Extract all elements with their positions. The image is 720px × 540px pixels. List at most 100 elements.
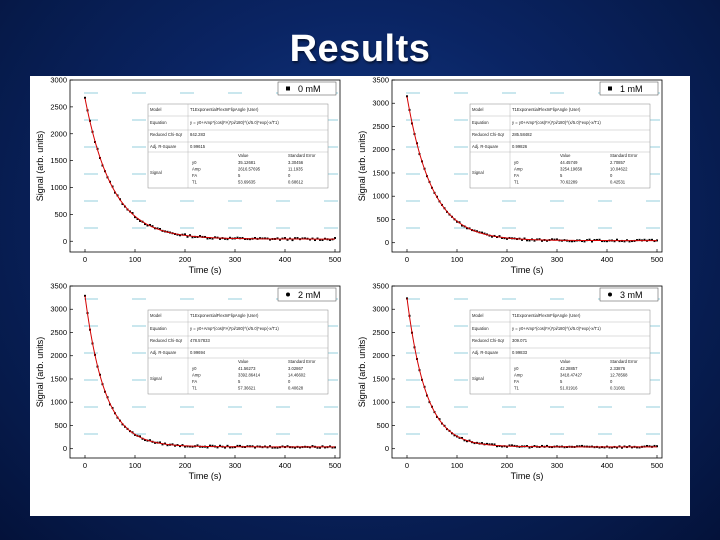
x-axis-label: Time (s)	[511, 265, 544, 275]
fit-param-name: Amp	[192, 373, 201, 378]
data-point	[461, 436, 463, 439]
fit-param-error: 0.42531	[610, 180, 626, 185]
data-point	[598, 446, 601, 449]
fit-param-value: 44.45749	[560, 160, 578, 165]
legend-box	[277, 287, 337, 302]
data-point	[481, 231, 483, 234]
watermark-mark	[84, 352, 98, 354]
x-tick-label: 100	[129, 255, 142, 264]
watermark-mark	[646, 325, 660, 327]
data-point	[226, 238, 229, 241]
y-tick-label: 1500	[372, 374, 389, 383]
data-point	[528, 446, 531, 449]
fit-chi-value: 309.071	[512, 338, 528, 343]
watermark-mark	[180, 406, 194, 408]
y-tick-label: 2000	[50, 351, 67, 360]
fit-param-name: T1	[192, 386, 198, 391]
watermark-mark	[180, 227, 194, 229]
chart-0: 0 100 200 300 400 500 0 500 1000 1500 2000 2500 3000…	[35, 76, 341, 275]
watermark-mark	[84, 298, 98, 300]
data-point	[214, 236, 216, 239]
watermark-mark	[84, 325, 98, 327]
data-point	[274, 446, 276, 449]
fit-param-name: T1	[514, 180, 520, 185]
fit-param-error: 3.02867	[288, 366, 304, 371]
data-point	[284, 237, 286, 240]
fit-param-name: FA	[192, 379, 197, 384]
data-point	[286, 238, 289, 241]
watermark-mark	[646, 352, 660, 354]
watermark-mark	[502, 406, 516, 408]
y-tick-label: 1500	[372, 168, 389, 177]
watermark-mark	[84, 433, 98, 435]
watermark-mark	[228, 406, 242, 408]
x-tick-label: 500	[329, 255, 342, 264]
y-tick-label: 500	[54, 210, 67, 219]
data-point	[491, 443, 493, 446]
fit-r2-label: Adj. R-Square	[472, 144, 499, 149]
data-point	[583, 240, 586, 243]
watermark-mark	[132, 325, 146, 327]
data-point	[638, 238, 641, 241]
fit-param-value: 70.62289	[560, 180, 578, 185]
data-point	[286, 445, 289, 448]
fit-param-error: 0.31081	[610, 386, 626, 391]
fit-r2-value: 0.99833	[512, 350, 528, 355]
x-tick-label: 400	[601, 255, 614, 264]
fit-table-box	[147, 103, 329, 189]
fit-signal-label: Signal	[472, 376, 484, 381]
results-panel: 0 100 200 300 400 500 0 500 1000 1500 2000 2500 3000…	[30, 76, 690, 516]
watermark-mark	[276, 433, 290, 435]
y-tick-label: 3500	[372, 76, 389, 85]
watermark-mark	[324, 325, 338, 327]
y-tick-label: 3500	[372, 282, 389, 291]
data-point	[501, 445, 503, 448]
fit-r2-label: Adj. R-Square	[472, 350, 499, 355]
watermark-mark	[598, 433, 612, 435]
fit-value-header: Value	[238, 153, 249, 158]
fit-model-label: Model	[150, 107, 161, 112]
data-point	[496, 445, 498, 448]
data-point	[219, 237, 221, 240]
watermark-mark	[454, 379, 468, 381]
y-tick-label: 2500	[372, 328, 389, 337]
x-tick-label: 100	[451, 461, 464, 470]
fit-model-label: Model	[472, 313, 483, 318]
fit-param-name: T1	[192, 180, 198, 185]
data-point	[259, 237, 261, 240]
data-point	[269, 445, 271, 448]
fit-chi-value: 478.57833	[190, 338, 210, 343]
data-point	[121, 203, 124, 206]
fit-table-box	[147, 309, 329, 395]
data-point	[254, 446, 256, 449]
data-point	[154, 441, 156, 444]
data-point	[581, 444, 583, 447]
data-point	[616, 238, 618, 241]
data-point	[146, 224, 149, 227]
y-axis-label: Signal (arb. units)	[35, 337, 45, 408]
x-tick-label: 400	[279, 255, 292, 264]
data-point	[239, 444, 241, 447]
data-point	[209, 444, 211, 447]
watermark-mark	[132, 406, 146, 408]
fit-chi-value: 285.58482	[512, 132, 532, 137]
x-tick-label: 200	[501, 255, 514, 264]
fit-r2-label: Adj. R-Square	[150, 350, 177, 355]
data-point	[501, 236, 503, 239]
data-point	[299, 446, 301, 449]
data-point	[508, 444, 511, 447]
data-point	[186, 235, 189, 238]
watermark-mark	[180, 298, 194, 300]
watermark-mark	[406, 92, 420, 94]
x-tick-label: 100	[129, 461, 142, 470]
watermark-mark	[324, 406, 338, 408]
data-point	[568, 240, 571, 243]
data-point	[491, 235, 493, 238]
x-tick-label: 400	[279, 461, 292, 470]
watermark-mark	[132, 173, 146, 175]
watermark-mark	[598, 200, 612, 202]
y-tick-label: 0	[385, 444, 389, 453]
data-point	[189, 234, 191, 237]
fit-param-name: FA	[192, 173, 197, 178]
fit-equation-label: Equation	[472, 326, 489, 331]
